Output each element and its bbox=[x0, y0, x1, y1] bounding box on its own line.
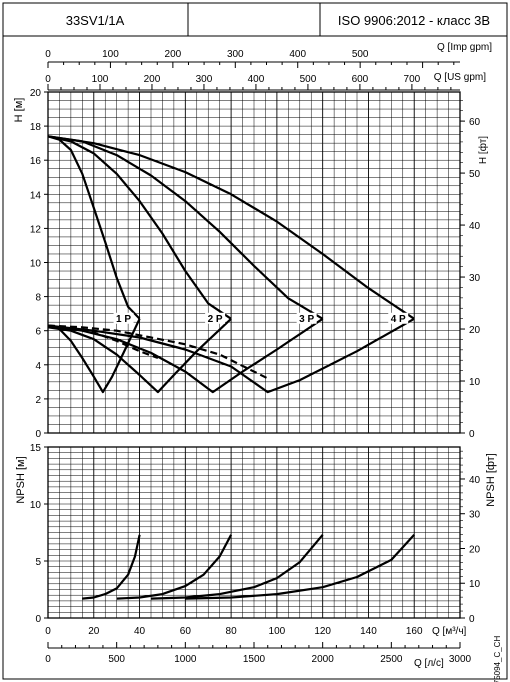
head-y-tick-label: 16 bbox=[30, 156, 42, 167]
limit-curve-2 bbox=[47, 318, 232, 394]
model-title: 33SV1/1A bbox=[66, 13, 125, 28]
top-flow-axes: 0 100 200 300 400 500 0 100 200 300 400 500 600 700 bbox=[45, 49, 460, 91]
npsh-y-tick-label: 0 bbox=[35, 614, 41, 625]
bottom-flow-axes: 0 20 40 60 80 100 120 140 160 0 500 1000 1500 2000 250… bbox=[45, 626, 471, 665]
ls-axis-tick-label: 1000 bbox=[174, 654, 197, 665]
head-y-tick-label: 4 bbox=[35, 361, 41, 372]
us-axis-tick-label: 600 bbox=[352, 74, 369, 85]
us-axis-tick-label: 700 bbox=[404, 74, 421, 85]
imp-axis-tick-label: 100 bbox=[102, 49, 119, 60]
npsh-y-tick-label: 5 bbox=[35, 557, 41, 568]
npsh-y-label: NPSH [м] bbox=[15, 456, 27, 503]
head-right-tick-label: 40 bbox=[469, 221, 481, 232]
ls-axis-tick-label: 3000 bbox=[449, 654, 472, 665]
bottom-axis-m3h-label: Q [м³/ч] bbox=[432, 626, 467, 637]
head-right-tick-label: 0 bbox=[469, 429, 475, 440]
bottom-axis-ls-label: Q [л/с] bbox=[414, 658, 444, 669]
head-y-label-right: H [фт] bbox=[477, 136, 489, 164]
head-panel: 0 2 4 6 8 10 12 14 16 18 20 0 10 20 30 40 50 60 1 P 2 P 3 P 4… bbox=[30, 88, 481, 440]
m3h-axis-tick-label: 20 bbox=[88, 626, 100, 637]
npsh-y-label-right: NPSH [фт] bbox=[485, 453, 497, 507]
npsh-right-tick-label: 40 bbox=[469, 475, 481, 486]
drawing-code: 75094_C_CH bbox=[493, 636, 502, 682]
imp-axis-tick-label: 500 bbox=[352, 49, 369, 60]
us-axis-tick-label: 300 bbox=[196, 74, 213, 85]
head-y-tick-label: 6 bbox=[35, 327, 41, 338]
head-y-label: H [м] bbox=[13, 98, 25, 123]
series-label-bg bbox=[388, 312, 409, 324]
outer-frame bbox=[2, 35, 508, 680]
header: 33SV1/1A ISO 9906:2012 - класс 3B bbox=[2, 2, 508, 37]
ls-axis-tick-label: 500 bbox=[108, 654, 125, 665]
head-y-tick-label: 20 bbox=[30, 88, 42, 99]
top-axis-imp-label: Q [Imp gpm] bbox=[437, 42, 492, 53]
series-label-3: 3 P bbox=[299, 314, 314, 325]
us-axis-tick-label: 100 bbox=[92, 74, 109, 85]
imp-axis-tick-label: 400 bbox=[289, 49, 306, 60]
head-y-tick-label: 12 bbox=[30, 224, 42, 235]
head-y-tick-label: 18 bbox=[30, 122, 42, 133]
series-label-4: 4 P bbox=[391, 314, 406, 325]
dashed-curve-2 bbox=[47, 324, 269, 380]
m3h-axis-tick-label: 100 bbox=[269, 626, 286, 637]
npsh-y-tick-label: 15 bbox=[30, 443, 42, 454]
head-y-tick-label: 2 bbox=[35, 395, 41, 406]
us-axis-tick-label: 0 bbox=[45, 74, 51, 85]
npsh-frame bbox=[47, 446, 461, 619]
series-label-bg bbox=[113, 312, 134, 324]
head-right-tick-label: 30 bbox=[469, 273, 481, 284]
m3h-axis-tick-label: 80 bbox=[226, 626, 238, 637]
head-curve-1 bbox=[47, 135, 141, 320]
npsh-curve-2 bbox=[116, 534, 233, 600]
m3h-axis-tick-label: 40 bbox=[134, 626, 146, 637]
limit-curve-4 bbox=[47, 317, 415, 394]
npsh-right-tick-label: 30 bbox=[469, 510, 481, 521]
head-y-tick-label: 14 bbox=[30, 190, 42, 201]
head-y-tick-label: 0 bbox=[35, 429, 41, 440]
head-curve-4 bbox=[47, 135, 415, 320]
ls-axis-tick-label: 0 bbox=[45, 654, 51, 665]
us-axis-tick-label: 400 bbox=[248, 74, 265, 85]
imp-axis-tick-label: 0 bbox=[45, 49, 51, 60]
npsh-panel: 0 5 10 15 0 10 20 30 40 bbox=[30, 443, 481, 625]
series-label-bg bbox=[205, 312, 226, 324]
series-label-bg bbox=[296, 312, 317, 324]
us-axis-tick-label: 500 bbox=[300, 74, 317, 85]
m3h-axis-tick-label: 160 bbox=[406, 626, 423, 637]
head-curve-3 bbox=[47, 135, 324, 320]
head-y-tick-label: 8 bbox=[35, 293, 41, 304]
m3h-axis-tick-label: 120 bbox=[314, 626, 331, 637]
head-right-tick-label: 10 bbox=[469, 377, 481, 388]
npsh-right-tick-label: 20 bbox=[469, 544, 481, 555]
series-label-1: 1 P bbox=[116, 314, 131, 325]
m3h-axis-tick-label: 60 bbox=[180, 626, 192, 637]
m3h-axis-tick-label: 0 bbox=[45, 626, 51, 637]
standard-title: ISO 9906:2012 - класс 3B bbox=[338, 13, 490, 28]
ls-axis-tick-label: 2000 bbox=[312, 654, 335, 665]
us-axis-tick-label: 200 bbox=[144, 74, 161, 85]
npsh-curve-1 bbox=[82, 534, 141, 600]
ls-axis-tick-label: 1500 bbox=[243, 654, 266, 665]
head-curve-2 bbox=[47, 135, 232, 320]
top-axis-us-label: Q [US gpm] bbox=[434, 72, 486, 83]
head-y-tick-label: 10 bbox=[30, 259, 42, 270]
limit-curve-1 bbox=[47, 318, 141, 394]
ls-axis-tick-label: 2500 bbox=[380, 654, 403, 665]
dashed-curve-1 bbox=[47, 324, 159, 360]
series-label-2: 2 P bbox=[208, 314, 223, 325]
head-right-tick-label: 50 bbox=[469, 169, 481, 180]
npsh-curve-4 bbox=[185, 534, 416, 600]
npsh-right-tick-label: 10 bbox=[469, 579, 481, 590]
imp-axis-tick-label: 300 bbox=[227, 49, 244, 60]
npsh-right-tick-label: 0 bbox=[469, 614, 475, 625]
npsh-y-tick-label: 10 bbox=[30, 500, 42, 511]
m3h-axis-tick-label: 140 bbox=[360, 626, 377, 637]
imp-axis-tick-label: 200 bbox=[165, 49, 182, 60]
head-right-tick-label: 20 bbox=[469, 325, 481, 336]
head-right-tick-label: 60 bbox=[469, 117, 481, 128]
